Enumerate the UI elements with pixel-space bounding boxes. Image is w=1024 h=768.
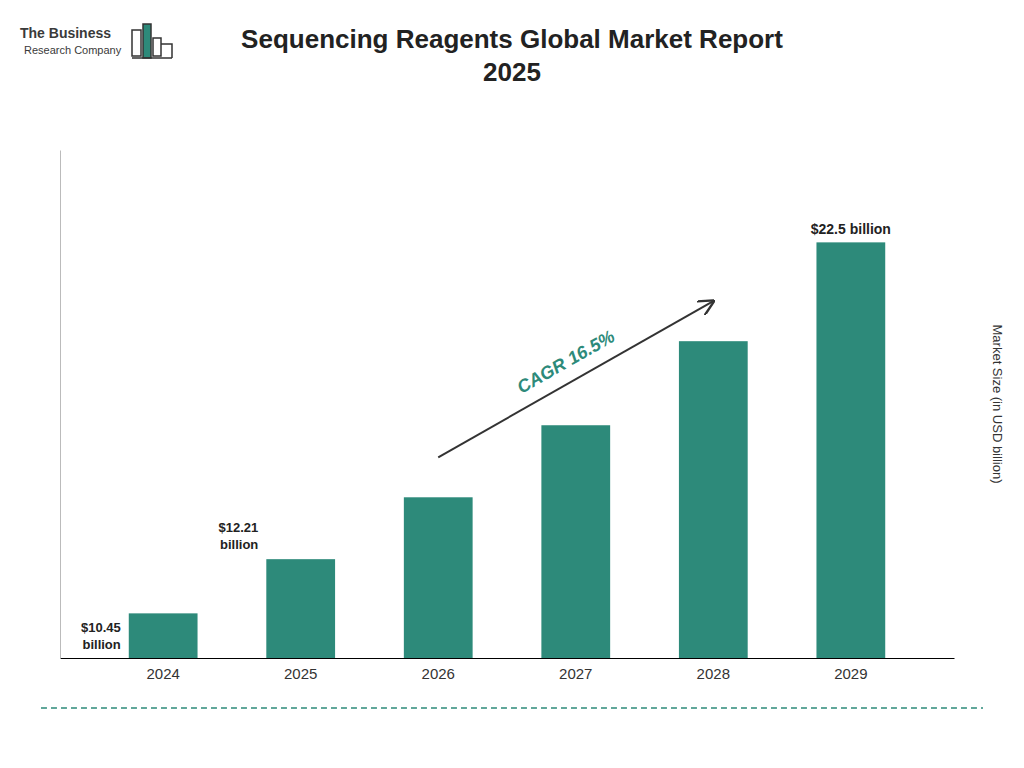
bar: [129, 613, 198, 658]
x-tick: 2029: [834, 665, 867, 682]
value-label-line: $22.5 billion: [811, 221, 891, 237]
y-axis-line: [60, 151, 61, 659]
cagr-arrow: [438, 301, 713, 457]
title-line: Sequencing Reagents Global Market Report: [241, 24, 783, 54]
value-label-line: billion: [220, 537, 258, 552]
x-tick: 2025: [284, 665, 317, 682]
x-tick: 2026: [422, 665, 455, 682]
x-tick: 2027: [559, 665, 592, 682]
y-axis-title: Market Size (in USD billion): [990, 325, 1005, 484]
logo-text: The Business: [20, 25, 111, 41]
x-tick: 2028: [697, 665, 730, 682]
logo-subtext: Research Company: [24, 44, 122, 56]
bar: [404, 497, 473, 658]
value-label-line: billion: [82, 637, 120, 652]
value-labels: $10.45 billion $12.21 billion $22.5 billion: [81, 221, 891, 651]
logo-icon: [132, 24, 172, 58]
bar: [541, 425, 610, 658]
bottom-rule: [41, 707, 983, 709]
value-label-line: $12.21: [219, 520, 259, 535]
plot: 202420252026202720282029$10.45billion$12…: [61, 151, 955, 768]
logo-line: [132, 44, 172, 58]
value-label-line: $10.45: [81, 620, 121, 635]
x-axis-line: [61, 658, 955, 659]
y-axis: [60, 151, 61, 659]
x-tick-label: 2025: [284, 665, 317, 682]
value-label: $22.5 billion: [811, 221, 891, 237]
x-tick-label: 2024: [146, 665, 179, 682]
logo: The Business Research Company: [20, 24, 172, 58]
logo-block: [153, 38, 161, 56]
x-axis: 2024 2025 2026 2027 2028 2029: [61, 659, 955, 682]
value-label: $10.45 billion: [81, 620, 121, 652]
logo-block: [132, 30, 141, 56]
cagr-label: CAGR 16.5%: [514, 326, 619, 397]
x-tick-label: 2027: [559, 665, 592, 682]
value-label: $12.21 billion: [219, 520, 259, 552]
x-tick-label: 2029: [834, 665, 867, 682]
chart: 202420252026202720282029$10.45billion$12…: [0, 0, 1024, 768]
bar: [816, 242, 885, 658]
bar: [266, 559, 335, 658]
bars: [129, 242, 885, 658]
bar: [679, 341, 748, 658]
logo-block: [143, 24, 151, 58]
x-tick-label: 2026: [422, 665, 455, 682]
x-tick-label: 2028: [697, 665, 730, 682]
x-tick: 2024: [146, 665, 179, 682]
title-line: 2025: [483, 57, 541, 87]
title: Sequencing Reagents Global Market Report…: [241, 24, 783, 87]
